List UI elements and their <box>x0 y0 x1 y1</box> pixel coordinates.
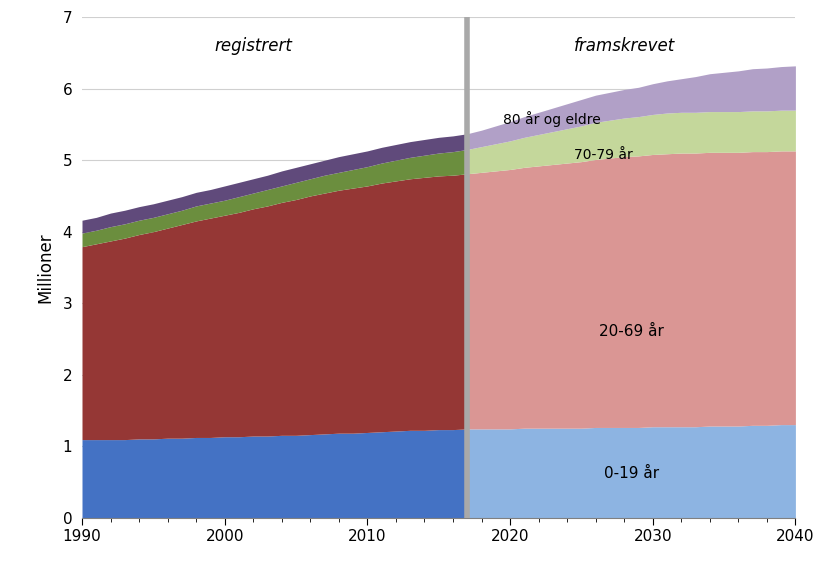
Text: 20-69 år: 20-69 år <box>598 324 663 339</box>
Text: framskrevet: framskrevet <box>572 37 674 55</box>
Text: registrert: registrert <box>214 37 292 55</box>
Text: 80 år og eldre: 80 år og eldre <box>502 112 600 128</box>
Text: 70-79 år: 70-79 år <box>573 148 632 162</box>
Text: 0-19 år: 0-19 år <box>603 466 658 481</box>
Y-axis label: Millioner: Millioner <box>36 232 54 302</box>
